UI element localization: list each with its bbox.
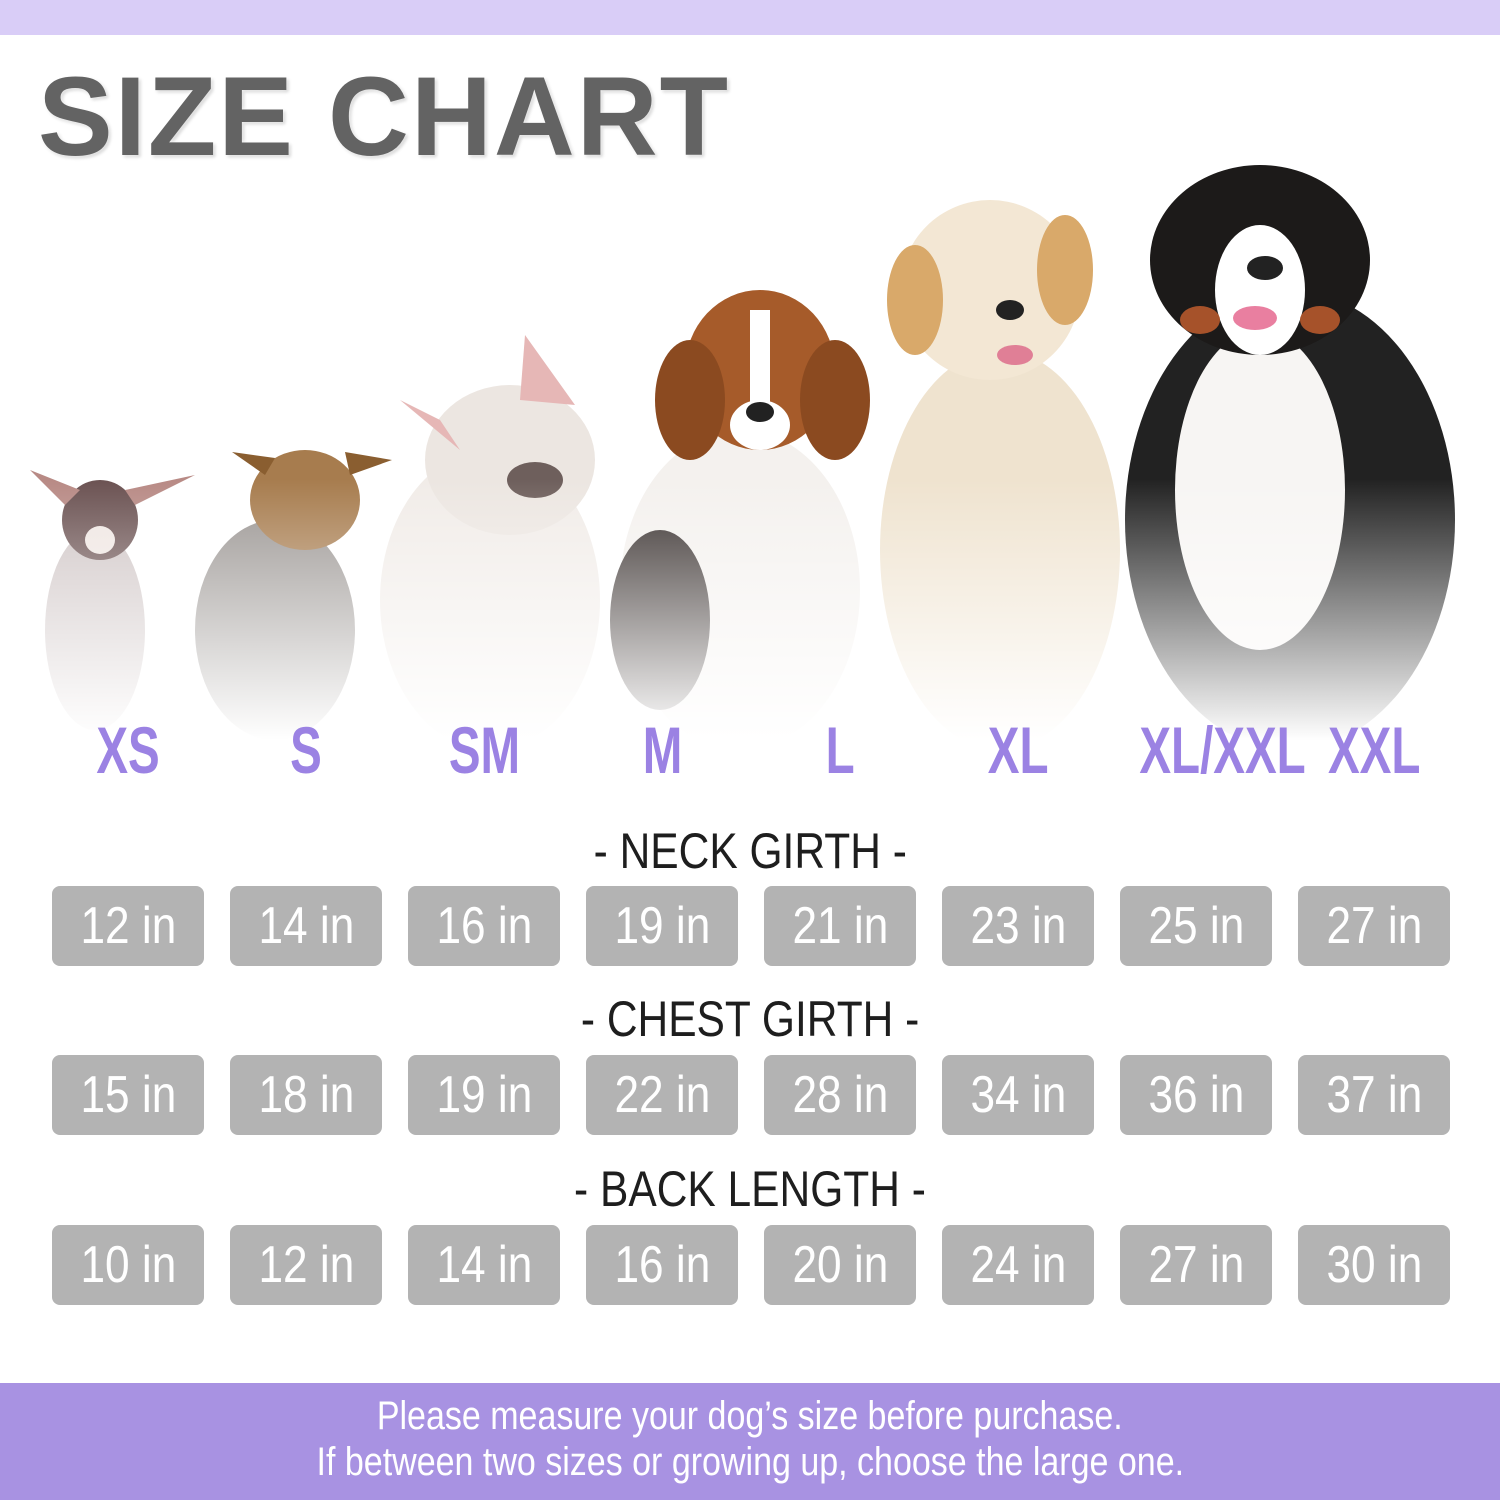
chest-girth-value-l: 28 in [764, 1055, 916, 1135]
note-line-1: Please measure your dog’s size before pu… [377, 1394, 1123, 1438]
neck-girth-value-sm: 16 in [408, 886, 560, 966]
chest-girth-value-xl: 34 in [942, 1055, 1094, 1135]
neck-girth-value-l: 21 in [764, 886, 916, 966]
chest-girth-value-m: 22 in [586, 1055, 738, 1135]
neck-girth-heading: - NECK GIRTH - [593, 823, 907, 879]
back-length-value-sm: 14 in [408, 1225, 560, 1305]
size-label-m: M [642, 713, 682, 787]
size-label-xl-xxl: XL/XXL [1139, 713, 1306, 787]
top-accent-band [0, 0, 1500, 35]
chest-girth-value-s: 18 in [230, 1055, 382, 1135]
neck-girth-value-xxl: 27 in [1298, 886, 1450, 966]
note-line-2: If between two sizes or growing up, choo… [316, 1440, 1184, 1484]
neck-girth-value-xl: 23 in [942, 886, 1094, 966]
neck-girth-value-s: 14 in [230, 886, 382, 966]
measurement-note-banner: Please measure your dog’s size before pu… [0, 1383, 1500, 1500]
chest-girth-value-xs: 15 in [52, 1055, 204, 1135]
back-length-heading: - BACK LENGTH - [574, 1161, 926, 1217]
size-label-s: S [290, 713, 322, 787]
size-label-xl: XL [987, 713, 1049, 787]
size-label-l: L [825, 713, 855, 787]
chest-girth-value-sm: 19 in [408, 1055, 560, 1135]
back-length-value-xs: 10 in [52, 1225, 204, 1305]
back-length-value-l: 20 in [764, 1225, 916, 1305]
neck-girth-value-xs: 12 in [52, 886, 204, 966]
chest-girth-heading: - CHEST GIRTH - [580, 991, 920, 1047]
size-label-xxl: XXL [1327, 713, 1421, 787]
chest-girth-value-xxl: 37 in [1298, 1055, 1450, 1135]
back-length-value-s: 12 in [230, 1225, 382, 1305]
page-title: SIZE CHART [38, 54, 730, 179]
neck-girth-value-m: 19 in [586, 886, 738, 966]
back-length-value-xl-xxl: 27 in [1120, 1225, 1272, 1305]
back-length-value-xl: 24 in [942, 1225, 1094, 1305]
dogs-photo-lineup [0, 160, 1500, 740]
size-label-sm: SM [448, 713, 520, 787]
neck-girth-value-xl-xxl: 25 in [1120, 886, 1272, 966]
back-length-value-m: 16 in [586, 1225, 738, 1305]
chest-girth-value-xl-xxl: 36 in [1120, 1055, 1272, 1135]
size-label-xs: XS [96, 713, 160, 787]
back-length-value-xxl: 30 in [1298, 1225, 1450, 1305]
